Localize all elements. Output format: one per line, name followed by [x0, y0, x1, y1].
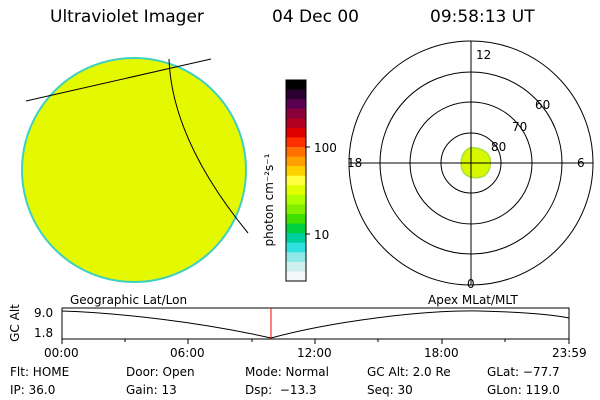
colorbar-swatch	[286, 175, 306, 186]
instrument-title: Ultraviolet Imager	[50, 7, 204, 27]
colorbar-axis	[305, 146, 310, 235]
timeline-left-caption: Geographic Lat/Lon	[70, 293, 188, 307]
colorbar-swatch	[286, 147, 306, 158]
timeline-xtick-0: 00:00	[44, 346, 79, 360]
polar-label-bottom: 0	[467, 277, 475, 291]
timeline-xtick-2: 12:00	[297, 346, 332, 360]
polar-label-top: 12	[476, 48, 492, 62]
timeline-ytick-high: 9.0	[34, 306, 54, 320]
timeline-frame	[61, 307, 570, 340]
geographic-grid-line	[25, 58, 212, 102]
colorbar-swatch	[286, 204, 306, 215]
colorbar-swatch	[286, 271, 306, 282]
colorbar-swatch	[286, 185, 306, 196]
altitude-timeline	[61, 307, 570, 344]
polar-label-right: 6	[577, 156, 585, 170]
colorbar-border	[285, 79, 307, 282]
polar-lat-80: 80	[491, 140, 507, 154]
status-dsp: Dsp: −13.3	[245, 383, 317, 397]
polar-lat-70: 70	[512, 120, 528, 134]
geographic-grid-curve	[168, 58, 249, 234]
colorbar-swatch	[286, 80, 306, 91]
status-glat: GLat: −77.7	[487, 365, 560, 379]
colorbar-swatch	[286, 127, 306, 139]
colorbar-swatch	[286, 214, 306, 225]
colorbar-swatch	[286, 242, 306, 253]
colorbar-swatch	[286, 223, 306, 234]
status-mode: Mode: Normal	[245, 365, 329, 379]
status-door: Door: Open	[126, 365, 195, 379]
colorbar-swatch	[286, 194, 306, 206]
uv-image-disc	[21, 57, 247, 283]
time-label: 09:58:13 UT	[430, 7, 535, 27]
colorbar-swatch	[286, 99, 306, 110]
status-flt: Flt: HOME	[10, 365, 70, 379]
polar-lat-60: 60	[535, 98, 551, 112]
colorbar-swatch	[286, 166, 306, 177]
colorbar-swatch	[286, 233, 306, 244]
colorbar-swatch	[286, 261, 306, 273]
status-gc-alt: GC Alt: 2.0 Re	[367, 365, 451, 379]
date-label: 04 Dec 00	[272, 7, 359, 27]
colorbar-unit-label: photon cm⁻²s⁻¹	[262, 153, 276, 247]
intensity-colorbar	[285, 79, 307, 282]
timeline-ylabel: GC Alt	[8, 304, 22, 342]
colorbar-swatch	[286, 89, 306, 100]
status-glon: GLon: 119.0	[487, 383, 560, 397]
status-seq: Seq: 30	[367, 383, 413, 397]
colorbar-swatch	[286, 118, 306, 129]
colorbar-swatch	[286, 156, 306, 167]
colorbar-swatch	[286, 108, 306, 119]
timeline-ytick-low: 1.8	[34, 326, 54, 340]
timeline-ticks	[61, 339, 570, 344]
altitude-curve	[61, 310, 570, 339]
timeline-xtick-4: 23:59	[552, 346, 587, 360]
timeline-xtick-3: 18:00	[424, 346, 459, 360]
status-ip: IP: 36.0	[10, 383, 56, 397]
timeline-xtick-1: 06:00	[170, 346, 205, 360]
geographic-image-panel	[21, 57, 249, 283]
colorbar-swatch	[286, 137, 306, 148]
colorbar-swatch	[286, 252, 306, 263]
colorbar-tick-100: 100	[314, 141, 337, 155]
status-gain: Gain: 13	[126, 383, 177, 397]
polar-label-left: 18	[347, 156, 363, 170]
colorbar-tick-10: 10	[314, 228, 330, 242]
timeline-right-caption: Apex MLat/MLT	[428, 293, 518, 307]
